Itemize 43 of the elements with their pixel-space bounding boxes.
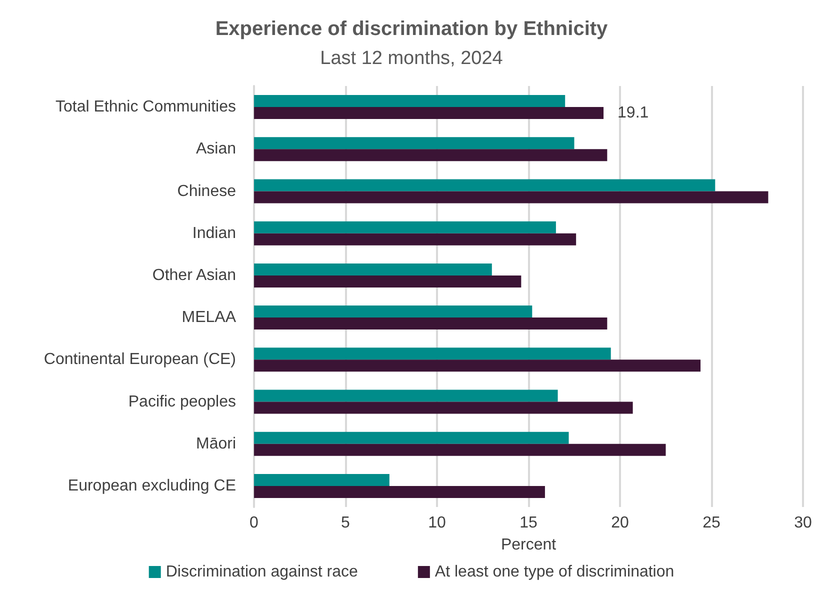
x-tick-label: 30 xyxy=(794,514,812,532)
y-tick-label: Pacific peoples xyxy=(128,393,236,410)
bar xyxy=(254,179,716,192)
y-tick-label: Chinese xyxy=(177,182,236,200)
y-tick-label: Māori xyxy=(196,435,236,452)
bar xyxy=(254,95,566,108)
bar xyxy=(254,233,576,246)
bar xyxy=(254,149,608,162)
bar xyxy=(254,432,569,444)
x-tick-label: 5 xyxy=(341,514,350,532)
y-tick-label: European excluding CE xyxy=(68,477,236,494)
bar xyxy=(254,107,604,120)
y-tick-label: MELAA xyxy=(182,309,236,326)
bar xyxy=(254,137,574,150)
bar xyxy=(254,318,608,330)
chart-title: Experience of discrimination by Ethnicity xyxy=(215,18,609,40)
x-axis-title: Percent xyxy=(500,536,557,554)
x-tick-label: 0 xyxy=(250,514,259,532)
data-label: 19.1 xyxy=(618,104,649,122)
bar xyxy=(254,402,633,414)
bar xyxy=(254,348,611,360)
bar xyxy=(254,275,522,288)
y-tick-label: Indian xyxy=(192,224,236,242)
legend-label: Discrimination against race xyxy=(166,564,358,580)
bar xyxy=(254,191,768,204)
bar xyxy=(254,390,558,402)
x-tick-label: 15 xyxy=(520,514,538,532)
y-tick-label: Asian xyxy=(196,140,236,158)
x-tick-label: 10 xyxy=(428,514,446,532)
bar xyxy=(254,263,492,276)
bar xyxy=(254,360,701,372)
x-tick-label: 25 xyxy=(702,514,720,532)
bar xyxy=(254,444,666,456)
bar xyxy=(254,221,556,234)
bar xyxy=(254,486,545,498)
bar xyxy=(254,306,532,318)
legend-label: At least one type of discrimination xyxy=(434,564,674,580)
y-tick-label: Continental European (CE) xyxy=(44,351,236,368)
y-tick-label: Total Ethnic Communities xyxy=(55,98,236,116)
x-tick-label: 20 xyxy=(611,514,629,532)
y-tick-label: Other Asian xyxy=(152,266,236,284)
chart-subtitle: Last 12 months, 2024 xyxy=(320,48,504,69)
bar xyxy=(254,474,390,486)
